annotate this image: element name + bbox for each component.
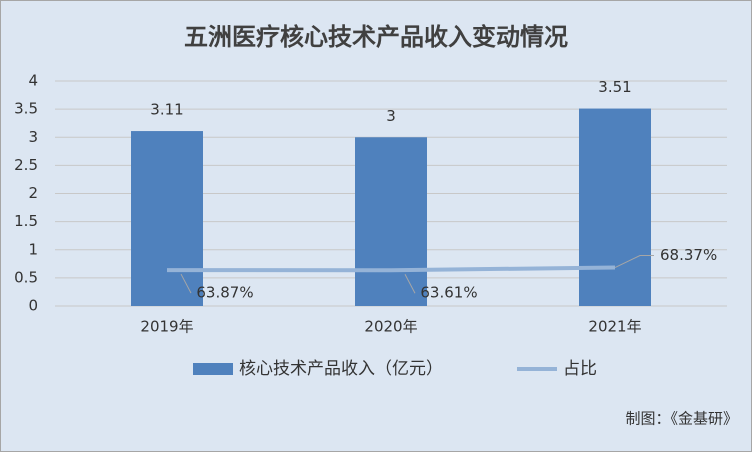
y-tick-label: 3 (28, 128, 38, 146)
data-label: 3 (386, 107, 396, 125)
y-tick-label: 0.5 (14, 268, 38, 286)
bar (355, 137, 427, 306)
data-label: 63.61% (420, 284, 477, 302)
x-tick-label: 2020年 (364, 318, 417, 336)
bar (579, 108, 651, 306)
y-tick-label: 4 (28, 72, 38, 90)
y-tick-label: 2.5 (14, 156, 38, 174)
y-tick-label: 2 (28, 184, 38, 202)
leader-line (614, 255, 654, 268)
y-tick-label: 0 (28, 297, 38, 315)
x-tick-label: 2019年 (140, 318, 193, 336)
data-label: 3.11 (150, 101, 183, 119)
line (166, 265, 616, 273)
x-tick-label: 2021年 (588, 318, 641, 336)
legend-label: 核心技术产品收入（亿元） (239, 359, 443, 379)
leader-line (404, 273, 416, 294)
legend-label: 占比 (563, 359, 597, 379)
data-label: 68.37% (660, 246, 717, 264)
chart-title: 五洲医疗核心技术产品收入变动情况 (184, 23, 568, 51)
data-label: 3.51 (598, 78, 631, 96)
data-label: 63.87% (196, 284, 253, 302)
leader-line (180, 273, 192, 294)
source: 制图：《金基研》 (625, 410, 738, 428)
y-tick-label: 1 (28, 240, 38, 258)
y-tick-label: 1.5 (14, 212, 38, 230)
bar (131, 131, 203, 306)
y-tick-label: 3.5 (14, 100, 38, 118)
legend-swatch (193, 363, 233, 375)
